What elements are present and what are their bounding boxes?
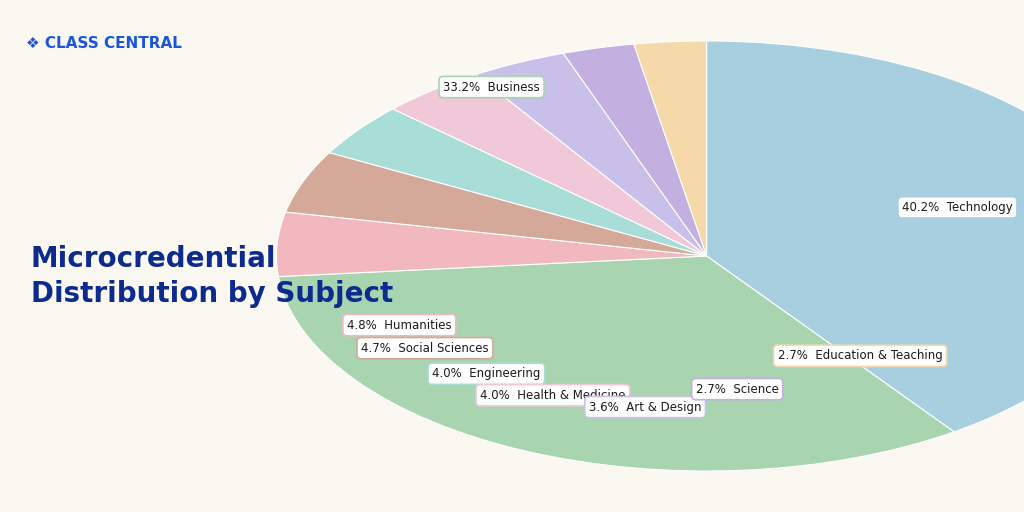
Text: 3.6%  Art & Design: 3.6% Art & Design	[589, 400, 701, 414]
Text: Microcredential
Distribution by Subject: Microcredential Distribution by Subject	[31, 245, 393, 308]
Text: 2.7%  Education & Teaching: 2.7% Education & Teaching	[778, 349, 942, 362]
Text: 33.2%  Business: 33.2% Business	[443, 80, 540, 94]
Wedge shape	[279, 256, 954, 471]
Text: ❖ CLASS CENTRAL: ❖ CLASS CENTRAL	[26, 36, 181, 51]
Wedge shape	[563, 44, 707, 256]
Wedge shape	[707, 41, 1024, 432]
Wedge shape	[393, 75, 707, 256]
Text: 4.7%  Social Sciences: 4.7% Social Sciences	[361, 342, 488, 355]
Wedge shape	[634, 41, 707, 256]
Wedge shape	[286, 153, 707, 256]
Wedge shape	[276, 212, 707, 276]
Text: 40.2%  Technology: 40.2% Technology	[902, 201, 1013, 214]
Text: 4.0%  Health & Medicine: 4.0% Health & Medicine	[480, 389, 626, 402]
Wedge shape	[476, 53, 707, 256]
Text: 4.8%  Humanities: 4.8% Humanities	[347, 318, 452, 332]
Wedge shape	[330, 109, 707, 256]
Text: 4.0%  Engineering: 4.0% Engineering	[432, 367, 541, 380]
Text: 2.7%  Science: 2.7% Science	[696, 382, 778, 396]
